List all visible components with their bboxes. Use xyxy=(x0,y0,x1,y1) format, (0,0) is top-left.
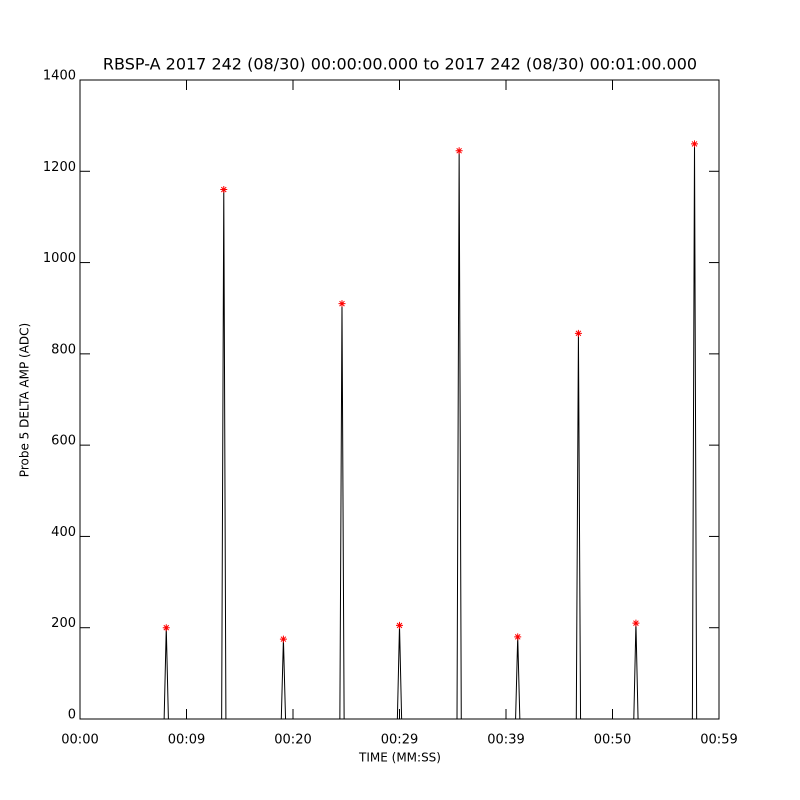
peak-marker xyxy=(396,621,403,629)
x-tick-label: 00:09 xyxy=(168,733,205,748)
peak-marker xyxy=(514,633,522,641)
y-tick-label: 1200 xyxy=(43,160,76,175)
x-tick-label: 00:50 xyxy=(594,733,631,748)
x-tick-label: 00:29 xyxy=(381,733,418,748)
peak-marker xyxy=(279,635,287,643)
y-tick-label: 400 xyxy=(51,525,76,540)
y-tick-label: 0 xyxy=(68,708,76,723)
chart-title: RBSP-A 2017 242 (08/30) 00:00:00.000 to … xyxy=(103,55,697,74)
y-tick-label: 800 xyxy=(51,342,76,357)
x-tick-label: 00:39 xyxy=(487,733,524,748)
x-tick-label: 00:59 xyxy=(700,733,737,748)
y-tick-label: 600 xyxy=(51,434,76,449)
x-tick-label: 00:00 xyxy=(61,733,98,748)
peak-marker xyxy=(574,329,582,337)
peak-marker xyxy=(162,624,170,632)
y-tick-label: 200 xyxy=(51,616,76,631)
y-tick-label: 1400 xyxy=(43,69,76,84)
peak-marker xyxy=(220,186,228,194)
x-axis-label: TIME (MM:SS) xyxy=(358,751,441,765)
y-axis-label: Probe 5 DELTA AMP (ADC) xyxy=(18,323,32,477)
peak-marker xyxy=(338,300,346,308)
peak-marker xyxy=(691,140,699,148)
x-tick-label: 00:20 xyxy=(274,733,311,748)
y-tick-label: 1000 xyxy=(43,251,76,266)
peak-marker xyxy=(455,147,463,155)
data-line xyxy=(80,143,719,720)
peak-marker xyxy=(632,619,640,627)
